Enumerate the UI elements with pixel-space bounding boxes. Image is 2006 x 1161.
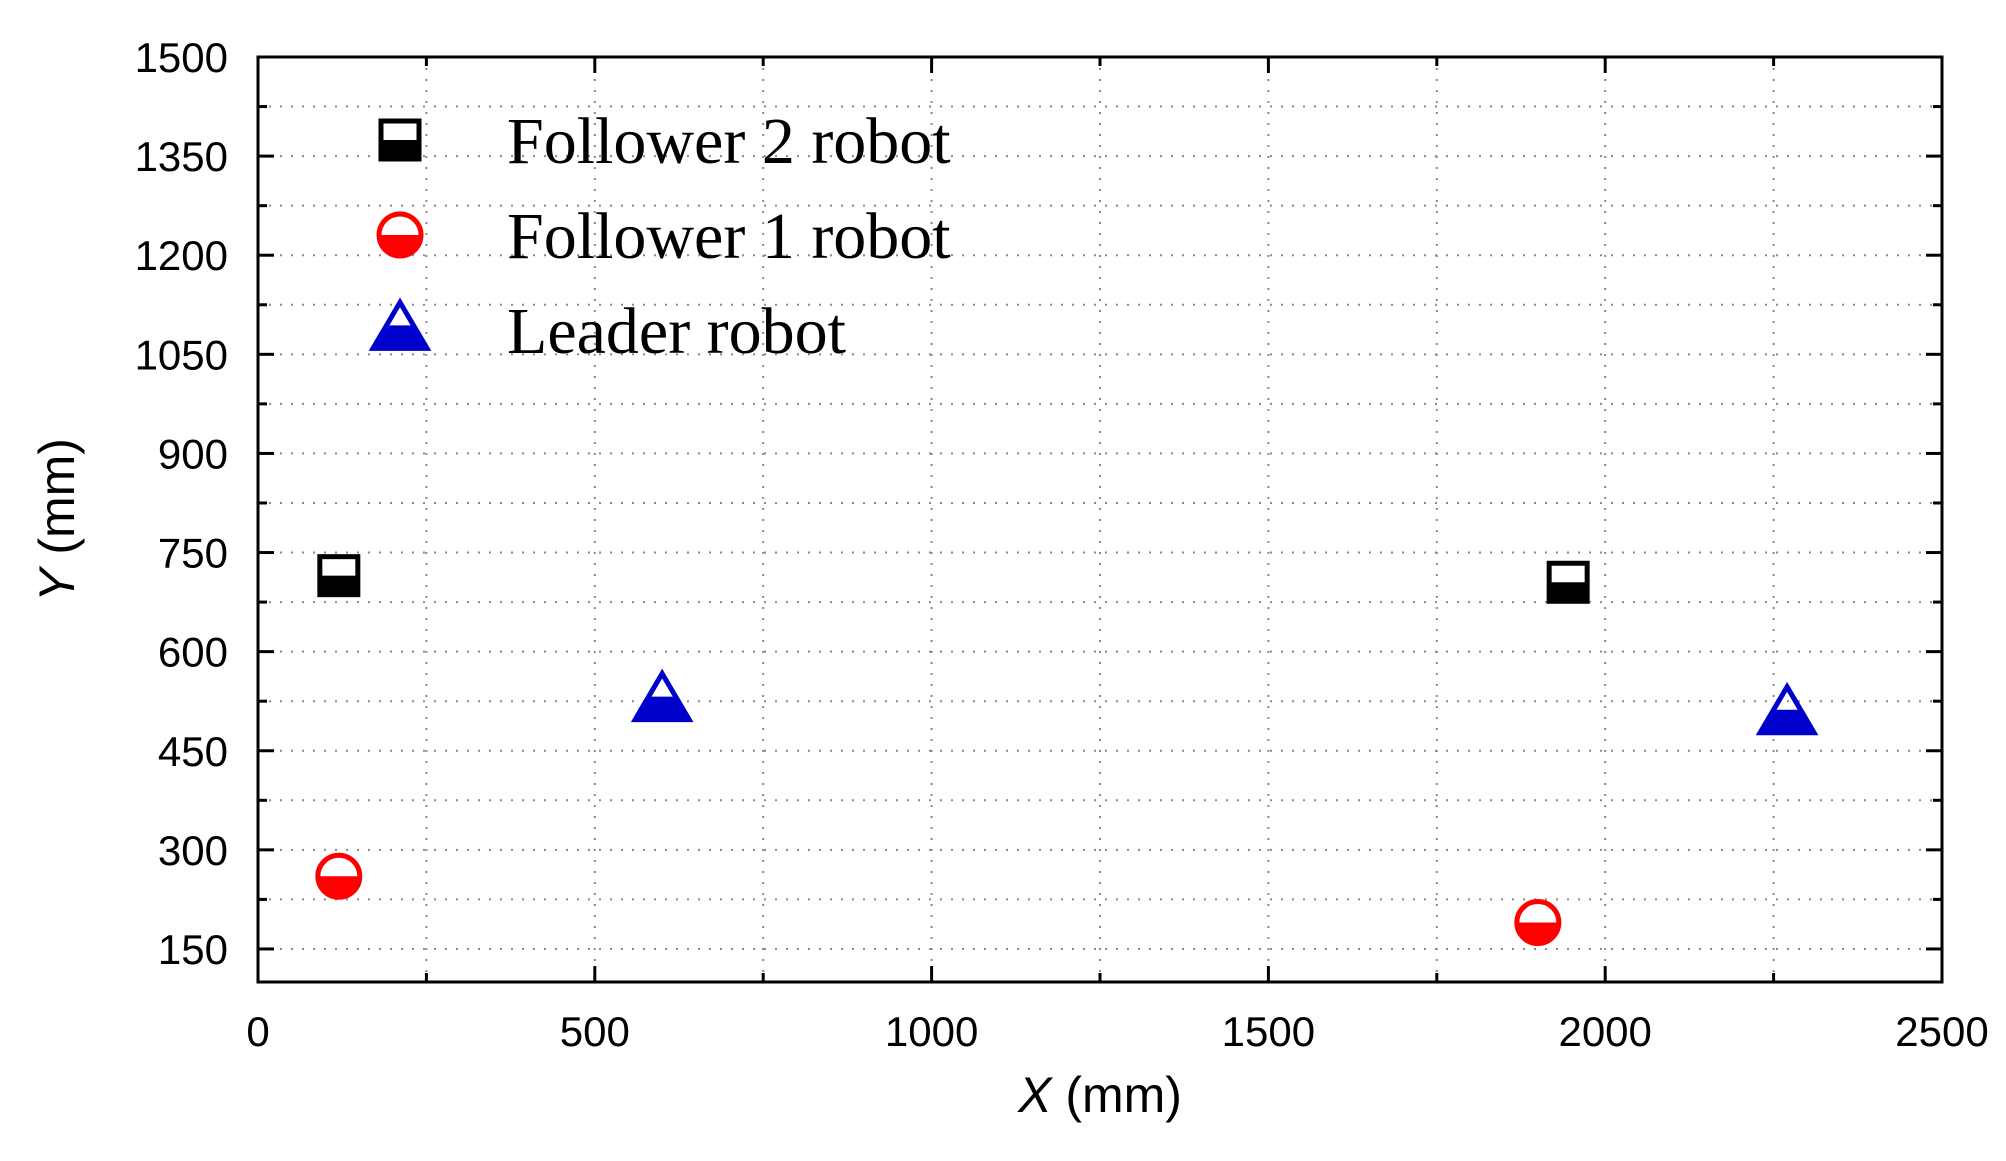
legend-marker-follower-1: [376, 211, 424, 259]
data-point-series-2: [630, 668, 694, 723]
y-axis-title: Y (mm): [29, 438, 85, 602]
data-points: [315, 554, 1819, 947]
data-point-series-0: [317, 554, 361, 598]
y-tick-label: 600: [158, 629, 228, 676]
y-tick-label: 150: [158, 926, 228, 973]
y-tick-label: 900: [158, 430, 228, 477]
y-tick-label: 450: [158, 728, 228, 775]
legend-label-follower-2: Follower 2 robot: [507, 105, 951, 178]
grid: [258, 57, 1942, 982]
tick-labels: 0 500 1000 1500 2000 2500 150 300 450 600 750 900 10…: [135, 34, 1989, 1055]
legend-symbol: [368, 297, 432, 351]
data-point-series-2: [1755, 681, 1819, 736]
y-tick-label: 750: [158, 530, 228, 577]
x-tick-label: 2000: [1558, 1008, 1651, 1055]
data-point-series-1: [315, 852, 363, 900]
y-tick-label: 1350: [135, 133, 228, 180]
x-tick-label: 1000: [885, 1008, 978, 1055]
x-tick-label: 1500: [1222, 1008, 1315, 1055]
legend-marker-follower-2: [378, 118, 422, 162]
legend-symbol: [378, 118, 422, 162]
x-axis-title: X (mm): [1017, 1067, 1182, 1123]
legend-label-leader: Leader robot: [507, 295, 846, 368]
y-tick-label: 1500: [135, 34, 228, 81]
y-tick-label: 1050: [135, 331, 228, 378]
x-tick-label: 2500: [1895, 1008, 1988, 1055]
y-tick-label: 1200: [135, 232, 228, 279]
data-point-series-1: [1514, 899, 1562, 947]
x-tick-label: 0: [246, 1008, 269, 1055]
x-tick-label: 500: [560, 1008, 630, 1055]
legend-symbol: [376, 211, 424, 259]
legend-label-follower-1: Follower 1 robot: [507, 200, 951, 273]
axis-ticks: [256, 55, 1944, 982]
y-tick-label: 300: [158, 827, 228, 874]
legend-marker-leader: [368, 297, 432, 351]
data-point-series-0: [1546, 560, 1590, 604]
legend: Follower 2 robot Follower 1 robot Leader…: [368, 105, 951, 368]
